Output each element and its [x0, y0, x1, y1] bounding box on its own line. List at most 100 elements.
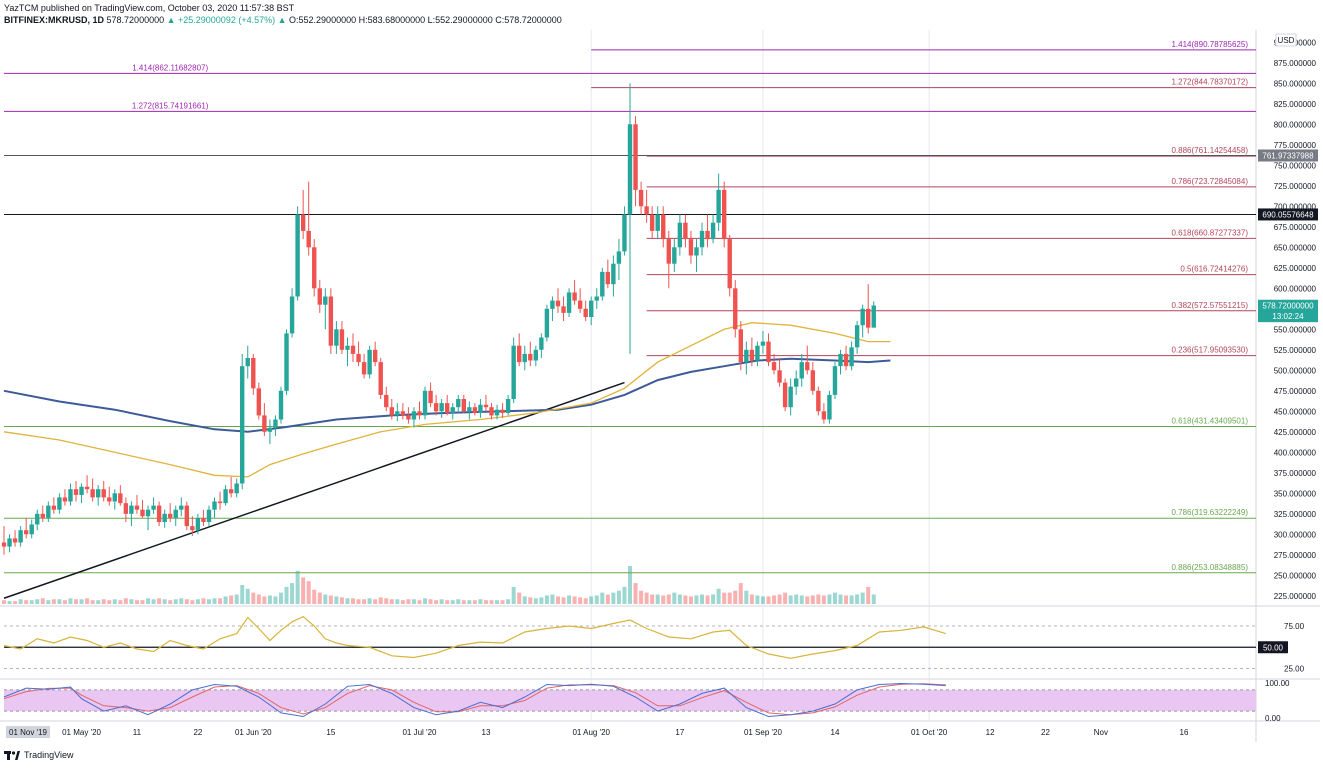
volume-bar	[594, 595, 599, 604]
candle	[500, 403, 505, 418]
candle	[395, 403, 400, 422]
candle-body	[672, 247, 677, 264]
volume-bar	[140, 600, 145, 604]
candle-body	[766, 341, 771, 363]
candle	[583, 300, 588, 322]
candle	[433, 394, 439, 416]
candle	[411, 407, 417, 428]
volume-bar	[24, 600, 29, 604]
candle-body	[195, 517, 201, 531]
candle-body	[627, 124, 633, 215]
volume-bar	[384, 598, 389, 604]
candle-body	[46, 505, 51, 518]
candle-body	[323, 296, 328, 305]
x-tick-label: 13	[482, 728, 491, 737]
candle	[278, 386, 284, 424]
candle-body	[799, 362, 804, 379]
candle-body	[738, 329, 743, 363]
candle-body	[184, 505, 190, 527]
price-badge-label: 578.72000000	[1262, 302, 1314, 311]
volume-bar	[445, 600, 450, 604]
candle-body	[688, 239, 694, 256]
candle	[489, 403, 494, 420]
candle-body	[234, 483, 239, 494]
volume-bar	[256, 594, 261, 604]
fib-level-label: 0.5(616.72414276)	[1180, 265, 1248, 274]
volume-bar	[273, 596, 278, 604]
candle-body	[638, 189, 644, 207]
volume-bar	[871, 594, 876, 604]
volume-bar	[810, 595, 815, 604]
candle-body	[433, 403, 439, 412]
volume-bar	[456, 599, 461, 604]
candle-body	[760, 341, 766, 346]
candle-body	[749, 349, 755, 361]
volume-bar	[284, 586, 289, 604]
candle	[716, 173, 721, 231]
x-tick-label: 01 May '20	[62, 728, 101, 737]
stoch-tick-label: 0.00	[1265, 714, 1281, 723]
volume-bar	[411, 599, 416, 604]
x-tick-label: 01 Aug '20	[572, 728, 610, 737]
volume-bar	[439, 599, 444, 604]
volume-bar	[783, 592, 788, 604]
candle	[805, 345, 810, 375]
volume-bar	[483, 600, 488, 604]
candle	[107, 486, 112, 506]
candle-body	[439, 403, 444, 412]
candle-body	[461, 399, 467, 412]
y-tick-label: 350.000000	[1274, 489, 1317, 498]
publisher-line: YazTCM published on TradingView.com, Oct…	[4, 3, 295, 13]
candle	[90, 478, 95, 502]
candle	[350, 333, 356, 363]
candle-body	[489, 407, 494, 416]
candle	[677, 214, 683, 256]
fib-level-label: 1.272(815.74191661)	[132, 101, 209, 110]
volume-bar	[129, 599, 134, 604]
volume-bar	[849, 595, 854, 604]
candle-body	[95, 489, 101, 498]
candle	[428, 382, 433, 408]
candle	[755, 341, 760, 367]
price-badge	[1258, 149, 1318, 162]
candle	[871, 301, 876, 328]
candle	[589, 296, 594, 326]
volume-bar	[51, 599, 56, 604]
candle	[827, 390, 832, 424]
candle	[505, 394, 511, 416]
candle-body	[428, 390, 433, 404]
volume-bar	[666, 594, 671, 604]
candle	[577, 288, 583, 313]
volume-bar	[733, 590, 738, 604]
candle	[79, 483, 84, 504]
candle	[699, 222, 705, 256]
candle	[134, 494, 140, 514]
candle	[162, 509, 167, 528]
y-tick-label: 725.000000	[1274, 182, 1317, 191]
candle-body	[201, 517, 206, 522]
volume-bar	[860, 592, 865, 604]
candle-body	[29, 524, 34, 535]
y-tick-label: 500.000000	[1274, 366, 1317, 375]
y-tick-label: 475.000000	[1274, 387, 1317, 396]
candle	[633, 116, 638, 207]
volume-bar	[406, 599, 411, 604]
y-tick-label: 825.000000	[1274, 100, 1317, 109]
candle-body	[345, 345, 350, 350]
volume-bar	[550, 594, 555, 604]
volume-bar	[312, 589, 317, 604]
candle	[566, 288, 572, 317]
volume-bar	[96, 600, 101, 604]
candle-body	[633, 124, 638, 190]
volume-bar	[506, 599, 511, 604]
candle	[317, 280, 322, 313]
x-tick-label: Nov	[1094, 728, 1108, 737]
symbol-label[interactable]: BITFINEX:MKRUSD, 1D	[4, 15, 105, 25]
candle-body	[223, 489, 228, 504]
candle-body	[217, 501, 223, 504]
fib-level-label: 0.618(431.43409501)	[1171, 417, 1248, 426]
volume-bar	[162, 599, 167, 604]
candle	[389, 399, 394, 420]
candle	[738, 321, 743, 371]
